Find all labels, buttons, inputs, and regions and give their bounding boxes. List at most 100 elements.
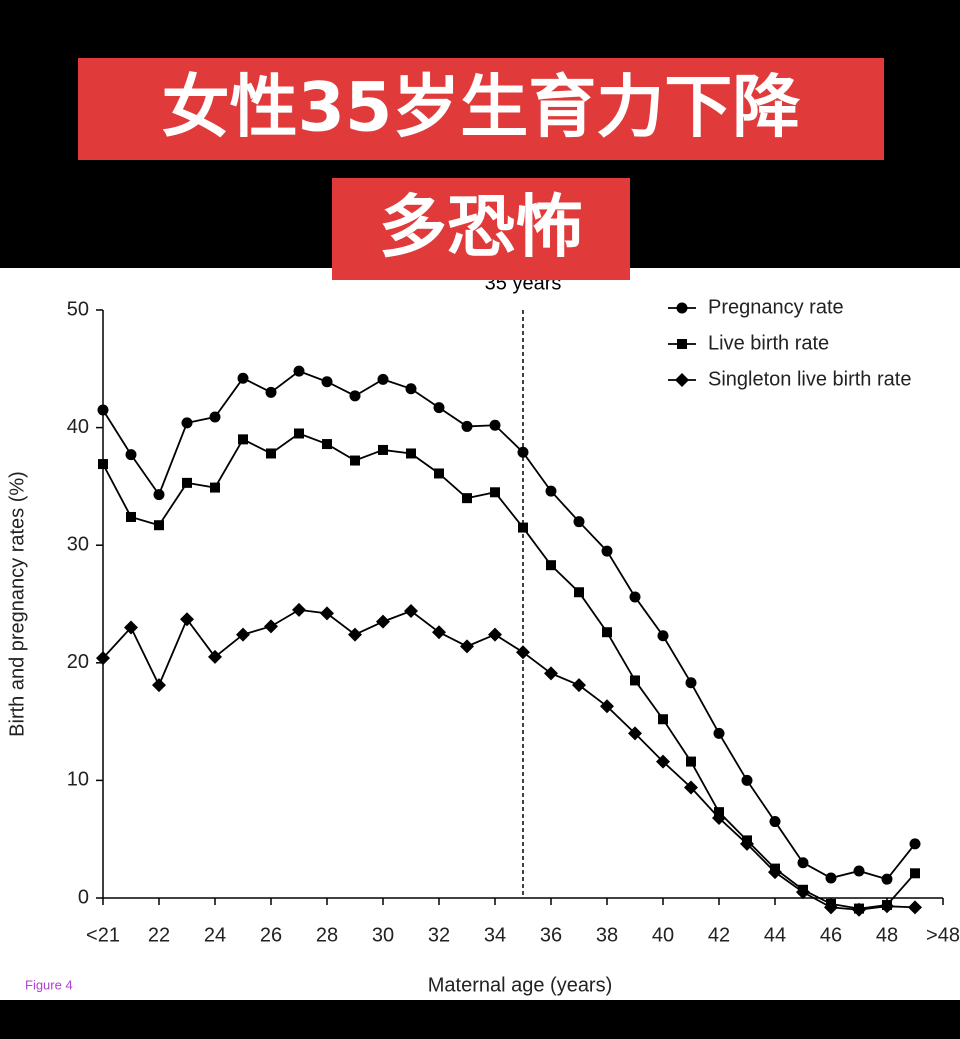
marker — [880, 899, 894, 914]
marker — [265, 386, 277, 398]
marker — [712, 811, 726, 826]
banner-subtitle: 多恐怖 — [379, 189, 583, 268]
marker — [573, 516, 585, 528]
marker — [544, 666, 558, 681]
x-tick-label: 32 — [428, 924, 450, 946]
marker — [406, 448, 416, 459]
marker — [181, 417, 193, 429]
marker — [908, 900, 922, 915]
y-tick-label: 40 — [67, 416, 89, 438]
marker — [264, 619, 278, 634]
marker — [713, 727, 725, 739]
marker — [124, 620, 138, 635]
x-tick-label: 22 — [148, 924, 170, 946]
marker — [909, 838, 921, 850]
y-tick-label: 50 — [67, 298, 89, 320]
marker — [546, 560, 556, 571]
series-line — [102, 370, 916, 881]
marker — [741, 774, 753, 786]
marker — [97, 404, 109, 416]
marker — [98, 459, 108, 470]
marker — [125, 449, 137, 461]
marker — [461, 420, 473, 432]
marker — [154, 520, 164, 531]
marker — [824, 900, 838, 915]
marker — [294, 428, 304, 439]
marker — [516, 645, 530, 660]
marker — [266, 448, 276, 459]
marker — [658, 714, 668, 725]
marker — [292, 602, 306, 617]
y-axis-label: Birth and pregnancy rates (%) — [6, 471, 28, 737]
marker — [518, 522, 528, 533]
x-tick-label: 48 — [876, 924, 898, 946]
marker — [404, 604, 418, 619]
marker — [96, 651, 110, 666]
x-tick-label: 28 — [316, 924, 338, 946]
y-tick-label: 30 — [67, 533, 89, 555]
marker — [657, 630, 669, 642]
marker — [322, 439, 332, 450]
x-axis-label: Maternal age (years) — [428, 974, 613, 996]
marker — [405, 383, 417, 395]
marker — [376, 614, 390, 629]
marker — [488, 627, 502, 642]
marker — [685, 677, 697, 689]
marker — [209, 411, 221, 423]
marker — [378, 444, 388, 455]
x-tick-label: <21 — [86, 924, 120, 946]
x-tick-label: 36 — [540, 924, 562, 946]
legend-marker — [675, 373, 689, 387]
banner-title: 女性35岁生育力下降 — [162, 69, 801, 148]
marker — [126, 511, 136, 522]
marker — [853, 865, 865, 877]
x-tick-label: 38 — [596, 924, 618, 946]
marker — [153, 489, 165, 501]
y-tick-label: 0 — [78, 886, 89, 908]
marker — [236, 627, 250, 642]
y-tick-label: 20 — [67, 651, 89, 673]
marker — [796, 885, 810, 900]
banner-box — [78, 58, 884, 160]
marker — [517, 446, 529, 458]
y-tick-label: 10 — [67, 769, 89, 791]
marker — [180, 612, 194, 627]
marker — [462, 493, 472, 504]
marker — [208, 649, 222, 664]
marker — [684, 780, 698, 795]
marker — [237, 372, 249, 384]
marker — [768, 865, 782, 880]
x-tick-label: 42 — [708, 924, 730, 946]
marker — [182, 477, 192, 488]
marker — [320, 606, 334, 621]
marker — [490, 487, 500, 498]
marker — [686, 756, 696, 767]
marker — [349, 390, 361, 402]
marker — [769, 816, 781, 828]
marker — [852, 902, 866, 917]
marker — [489, 419, 501, 431]
marker — [601, 545, 613, 557]
marker — [572, 678, 586, 693]
legend-marker — [677, 339, 687, 349]
x-tick-label: 24 — [204, 924, 226, 946]
legend-label: Singleton live birth rate — [708, 368, 911, 390]
marker — [881, 873, 893, 885]
series-line — [102, 608, 916, 911]
marker — [210, 482, 220, 493]
plot-panel — [0, 268, 960, 1000]
marker — [656, 754, 670, 769]
marker — [740, 836, 754, 851]
x-tick-label: 46 — [820, 924, 842, 946]
marker — [628, 726, 642, 741]
marker — [630, 675, 640, 686]
x-tick-label: 34 — [484, 924, 506, 946]
marker — [293, 365, 305, 377]
legend-label: Pregnancy rate — [708, 296, 844, 318]
marker — [629, 591, 641, 603]
marker — [432, 625, 446, 640]
marker — [377, 373, 389, 385]
marker — [545, 485, 557, 497]
